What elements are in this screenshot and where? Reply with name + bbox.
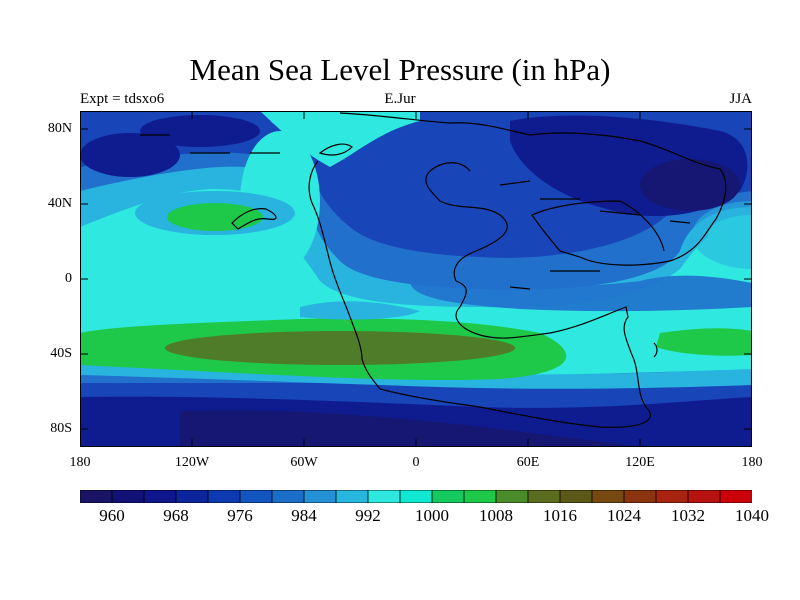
tethys-coast xyxy=(425,162,508,282)
colorbar-label: 968 xyxy=(163,506,189,525)
colorbar-swatch xyxy=(271,490,305,503)
lon-label: 180 xyxy=(69,455,91,470)
colorbar-swatch xyxy=(655,490,689,503)
lat-label: 40N xyxy=(47,196,72,211)
lon-label: 120E xyxy=(625,455,655,470)
lat-label: 40S xyxy=(50,346,72,361)
tropical-mid xyxy=(410,275,752,312)
experiment-label: Expt = tdsxo6 xyxy=(80,91,165,107)
dash-1 xyxy=(140,134,280,154)
colorbar-swatch xyxy=(591,490,625,503)
pangea-west-coast xyxy=(308,160,381,390)
colorbar-swatch xyxy=(207,490,241,503)
colorbar xyxy=(80,490,752,503)
high-olive xyxy=(165,331,515,365)
pressure-map xyxy=(80,111,752,447)
colorbar-swatch xyxy=(559,490,593,503)
lon-label: 0 xyxy=(412,455,420,470)
colorbar-label: 984 xyxy=(291,506,317,525)
period-label: E.Jur xyxy=(384,91,416,107)
colorbar-swatch xyxy=(80,490,113,503)
lat-ticks-left xyxy=(80,128,88,430)
dash-2 xyxy=(499,180,691,224)
colorbar-label: 1032 xyxy=(671,506,705,525)
colorbar-swatch xyxy=(687,490,721,503)
colorbar-swatch xyxy=(399,490,433,503)
colorbar-label: 1008 xyxy=(479,506,513,525)
colorbar-swatch xyxy=(719,490,752,503)
colorbar-swatch xyxy=(431,490,465,503)
lon-label: 60W xyxy=(290,455,318,470)
chart-title: Mean Sea Level Pressure (in hPa) xyxy=(189,52,611,87)
colorbar-swatch xyxy=(175,490,209,503)
dash-3 xyxy=(509,270,600,290)
lat-label: 80N xyxy=(47,121,72,136)
pangea-north-coast xyxy=(339,112,727,266)
band-green-east xyxy=(656,328,752,356)
colorbar-swatch xyxy=(111,490,145,503)
east-light xyxy=(692,201,752,269)
lon-label: 120W xyxy=(174,455,210,470)
colorbar-label: 992 xyxy=(355,506,381,525)
colorbar-swatch xyxy=(527,490,561,503)
colorbar-swatch xyxy=(143,490,177,503)
colorbar-swatch xyxy=(239,490,273,503)
polar-cyan-tongue xyxy=(260,111,420,167)
west-dark xyxy=(80,133,180,177)
colorbar-label: 1040 xyxy=(735,506,769,525)
pangea-south-coast xyxy=(379,280,652,428)
axis-ticks xyxy=(80,111,752,447)
season-label: JJA xyxy=(729,91,752,107)
colorbar-label: 1000 xyxy=(415,506,449,525)
colorbar-label: 976 xyxy=(227,506,253,525)
arctic-island xyxy=(318,143,353,156)
lon-ticks-top xyxy=(191,111,641,119)
colorbar-label: 960 xyxy=(99,506,125,525)
colorbar-swatch xyxy=(367,490,401,503)
central-blue xyxy=(340,161,480,241)
colorbar-swatch xyxy=(303,490,337,503)
band-south-deep xyxy=(180,410,640,447)
lat-label: 0 xyxy=(65,271,72,286)
asia-deep xyxy=(640,159,740,211)
lon-label: 180 xyxy=(741,455,763,470)
colorbar-swatch xyxy=(495,490,529,503)
north-pacific-green xyxy=(167,203,263,231)
lon-ticks-bottom xyxy=(191,439,641,447)
north-island xyxy=(231,208,277,230)
coastlines xyxy=(140,112,727,428)
lon-label: 60E xyxy=(516,455,540,470)
south-cyan-patch xyxy=(300,301,420,320)
east-island xyxy=(653,342,658,358)
colorbar-swatch xyxy=(335,490,369,503)
colorbar-label: 1024 xyxy=(607,506,641,525)
lat-ticks-right xyxy=(744,128,752,430)
arctic-dark xyxy=(140,115,260,147)
asia-east-coast xyxy=(531,200,665,252)
colorbar-swatch xyxy=(463,490,497,503)
colorbar-label: 1016 xyxy=(543,506,577,525)
lat-label: 80S xyxy=(50,421,72,436)
colorbar-swatch xyxy=(623,490,657,503)
